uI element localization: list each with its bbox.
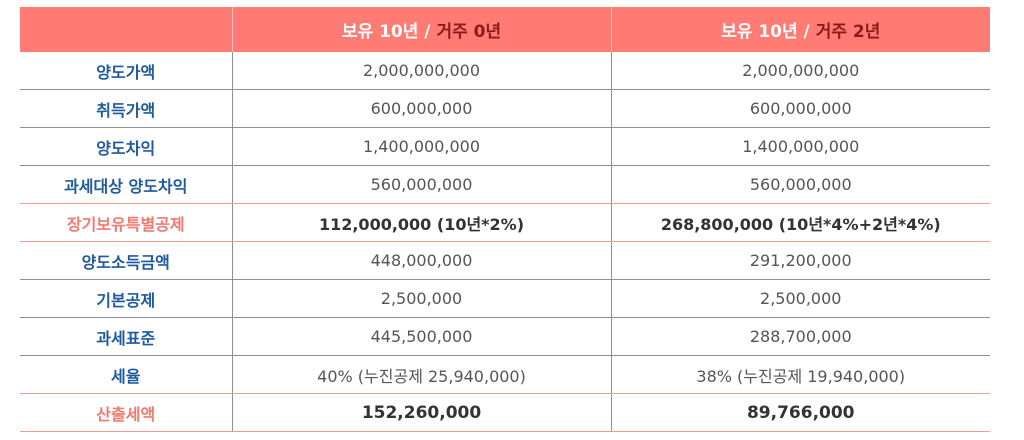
cell-col1: 560,000,000 [231, 165, 611, 204]
row-basic-deduction: 기본공제 2,500,000 2,500,000 [20, 279, 990, 318]
row-label: 장기보유특별공제 [20, 203, 232, 242]
cell-col1: 2,500,000 [231, 279, 611, 318]
cell-col2: 600,000,000 [610, 89, 990, 128]
cell-col2: 2,000,000,000 [610, 52, 990, 90]
cell-col2: 89,766,000 [610, 393, 990, 432]
row-calculated-tax: 산출세액 152,260,000 89,766,000 [20, 393, 990, 432]
row-label: 양도소득금액 [20, 241, 232, 280]
row-label: 취득가액 [20, 89, 232, 128]
cell-col1: 2,000,000,000 [231, 52, 611, 90]
header-row: 보유 10년 / 거주 0년 보유 10년 / 거주 2년 [20, 7, 990, 52]
cell-col1: 448,000,000 [231, 241, 611, 280]
cell-col1: 445,500,000 [231, 317, 611, 356]
row-capital-gain: 양도차익 1,400,000,000 1,400,000,000 [20, 127, 990, 166]
row-label: 과세표준 [20, 317, 232, 356]
row-label: 세율 [20, 355, 232, 394]
cell-col2: 1,400,000,000 [610, 127, 990, 166]
cell-col2: 560,000,000 [610, 165, 990, 204]
row-taxable-gain: 과세대상 양도차익 560,000,000 560,000,000 [20, 165, 990, 204]
header-holding-text: 보유 10년 / [721, 22, 816, 42]
cell-col2: 268,800,000 (10년*4%+2년*4%) [610, 203, 990, 242]
row-label: 양도차익 [20, 127, 232, 166]
cell-col1: 152,260,000 [231, 393, 611, 432]
cell-col1: 1,400,000,000 [231, 127, 611, 166]
row-capital-gain-income: 양도소득금액 448,000,000 291,200,000 [20, 241, 990, 280]
header-corner [20, 7, 232, 52]
cell-col1: 600,000,000 [231, 89, 611, 128]
row-long-term-deduction: 장기보유특별공제 112,000,000 (10년*2%) 268,800,00… [20, 203, 990, 242]
row-sale-price: 양도가액 2,000,000,000 2,000,000,000 [20, 52, 990, 90]
header-residence-text: 거주 0년 [436, 22, 502, 42]
tax-comparison-table: 보유 10년 / 거주 0년 보유 10년 / 거주 2년 양도가액 2,000… [20, 7, 990, 432]
row-label: 산출세액 [20, 393, 232, 432]
cell-col2: 288,700,000 [610, 317, 990, 356]
cell-col1: 112,000,000 (10년*2%) [231, 203, 611, 242]
header-col-residence-2: 보유 10년 / 거주 2년 [610, 7, 990, 52]
cell-col2: 2,500,000 [610, 279, 990, 318]
row-acquisition-price: 취득가액 600,000,000 600,000,000 [20, 89, 990, 128]
header-col-residence-0: 보유 10년 / 거주 0년 [231, 7, 611, 52]
header-residence-text: 거주 2년 [815, 22, 881, 42]
row-tax-rate: 세율 40% (누진공제 25,940,000) 38% (누진공제 19,94… [20, 355, 990, 394]
row-label: 과세대상 양도차익 [20, 165, 232, 204]
cell-col2: 38% (누진공제 19,940,000) [610, 355, 990, 394]
cell-col1: 40% (누진공제 25,940,000) [231, 355, 611, 394]
header-holding-text: 보유 10년 / [341, 22, 437, 42]
row-label: 기본공제 [20, 279, 232, 318]
row-label: 양도가액 [20, 52, 232, 90]
row-tax-base: 과세표준 445,500,000 288,700,000 [20, 317, 990, 356]
cell-col2: 291,200,000 [610, 241, 990, 280]
